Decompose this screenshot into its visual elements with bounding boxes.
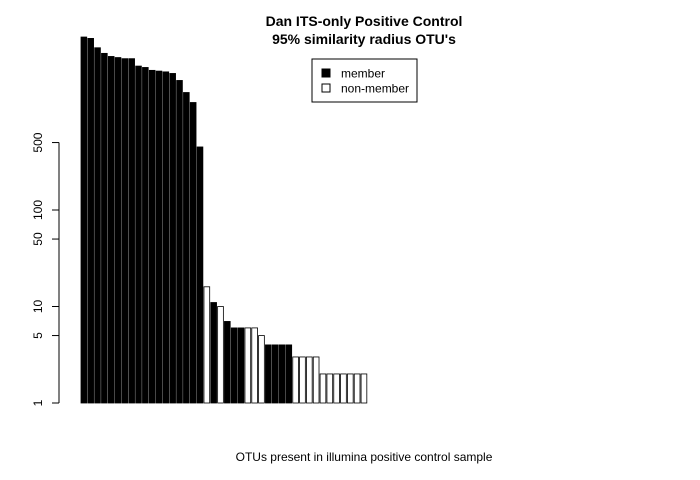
bar-member	[265, 344, 272, 404]
y-axis: 1 5 10 50 100 500	[31, 132, 60, 406]
bar-non-member	[217, 306, 224, 404]
legend-box	[311, 58, 418, 103]
bar-member	[87, 38, 94, 404]
bars	[80, 36, 368, 404]
y-tick-label: 100	[31, 200, 45, 220]
bar-member	[80, 36, 88, 404]
bar-member	[114, 57, 122, 404]
bar-member	[169, 73, 176, 404]
bar-member	[189, 102, 197, 404]
bar-member	[128, 58, 135, 404]
bar-member	[230, 327, 238, 404]
bar-non-member	[360, 373, 368, 404]
bar-member	[224, 321, 231, 404]
bar-non-member	[312, 356, 320, 404]
bar-member	[135, 65, 142, 404]
bar-member	[121, 58, 129, 404]
bar-member	[162, 71, 170, 404]
y-tick-label: 10	[31, 300, 45, 314]
bar-member	[237, 327, 245, 404]
bar-member	[196, 146, 204, 404]
bar-member	[155, 70, 163, 404]
bar-non-member	[251, 327, 258, 404]
bar-non-member	[299, 356, 306, 404]
bar-non-member	[347, 373, 354, 404]
chart-subtitle: 95% similarity radius OTU's	[272, 31, 456, 47]
bar-member	[176, 80, 183, 404]
bar-non-member	[340, 373, 347, 404]
bar-member	[210, 302, 217, 404]
bar-member	[142, 67, 149, 404]
bar-member	[107, 56, 115, 404]
bar-member	[278, 344, 286, 404]
bar-non-member	[306, 356, 313, 404]
bar-non-member	[353, 373, 361, 404]
bar-non-member	[203, 286, 211, 404]
bar-member	[183, 92, 190, 404]
bar-member	[148, 69, 156, 404]
bar-non-member	[326, 373, 334, 404]
bar-member	[94, 47, 101, 404]
chart-title: Dan ITS-only Positive Control	[266, 13, 463, 29]
bar-non-member	[292, 356, 299, 404]
x-axis-label: OTUs present in illumina positive contro…	[236, 450, 493, 464]
bar-member	[285, 344, 293, 404]
y-tick-label: 5	[31, 332, 45, 339]
y-tick-label: 500	[31, 132, 45, 152]
bar-member	[101, 52, 108, 404]
bar-non-member	[319, 373, 327, 404]
legend-label-non-member: non-member	[341, 82, 409, 96]
legend-swatch-member	[321, 68, 331, 78]
y-tick-label: 1	[31, 399, 45, 406]
legend-swatch-non-member	[321, 83, 331, 93]
bar-non-member	[244, 327, 252, 404]
y-tick-label: 50	[31, 232, 45, 246]
bar-member	[271, 344, 279, 404]
bar-non-member	[333, 373, 340, 404]
legend-label-member: member	[341, 67, 385, 81]
bar-non-member	[258, 335, 265, 404]
legend: member non-member	[311, 58, 418, 103]
